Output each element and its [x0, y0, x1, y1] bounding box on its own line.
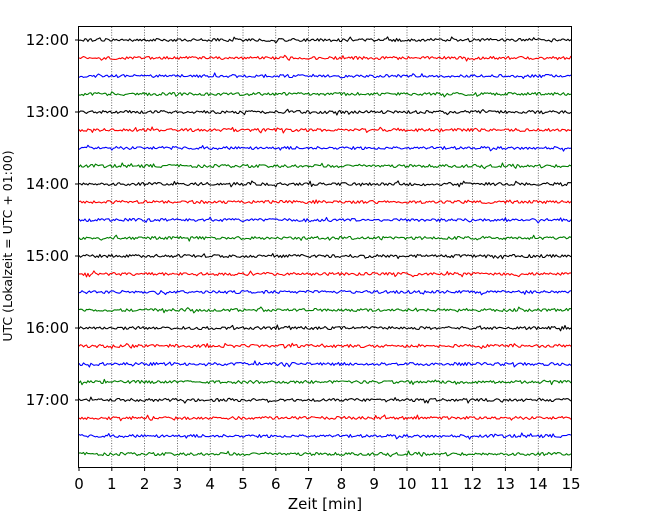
x-tick-label: 1 [107, 475, 117, 493]
x-tick-label: 14 [529, 475, 548, 493]
trace-line [78, 306, 572, 314]
trace-line [78, 324, 572, 332]
x-tick-label: 2 [140, 475, 150, 493]
trace-line [78, 342, 572, 350]
trace-line [78, 378, 572, 386]
trace-line [78, 199, 572, 205]
y-tick-label: 12:00 [26, 31, 69, 49]
y-tick-label: 15:00 [26, 247, 69, 265]
y-axis: 12:00 13:00 14:00 15:00 16:00 17:00 [26, 31, 79, 409]
x-tick-label: 0 [74, 475, 84, 493]
x-axis-label: Zeit [min] [288, 495, 362, 513]
trace-line [78, 36, 572, 44]
trace-line [78, 108, 572, 116]
y-tick-label: 16:00 [26, 319, 69, 337]
x-tick-label: 3 [173, 475, 183, 493]
x-tick-label: 6 [271, 475, 281, 493]
y-tick-label: 14:00 [26, 175, 69, 193]
trace-line [79, 91, 572, 98]
trace-line [78, 126, 572, 134]
x-tick-label: 15 [561, 475, 580, 493]
trace-line [78, 72, 572, 79]
trace-line [78, 289, 572, 296]
x-axis: 0 1 2 3 4 5 6 7 8 9 10 11 12 13 14 15 [74, 467, 581, 493]
x-tick-label: 5 [238, 475, 248, 493]
trace-line [78, 234, 572, 242]
y-tick-label: 13:00 [26, 103, 69, 121]
plot-frame [78, 26, 572, 468]
trace-line [78, 414, 572, 422]
trace-line [78, 180, 571, 188]
x-tick-label: 10 [397, 475, 416, 493]
x-tick-label: 9 [369, 475, 379, 493]
traces [78, 36, 572, 458]
trace-line [78, 162, 572, 170]
y-axis-label: UTC (Lokalzeit = UTC + 01:00) [0, 150, 15, 341]
trace-line [78, 270, 572, 278]
x-tick-label: 7 [304, 475, 314, 493]
trace-line [78, 54, 572, 62]
trace-line [78, 360, 572, 368]
x-tick-label: 11 [430, 475, 449, 493]
grid [111, 27, 539, 467]
trace-line [78, 450, 572, 458]
trace-line [78, 432, 572, 440]
trace-line [78, 144, 572, 152]
trace-line [78, 216, 572, 224]
y-tick-label: 17:00 [26, 391, 69, 409]
x-tick-label: 8 [337, 475, 347, 493]
x-tick-label: 13 [496, 475, 515, 493]
trace-line [78, 253, 572, 260]
x-tick-label: 4 [205, 475, 215, 493]
x-tick-label: 12 [463, 475, 482, 493]
trace-line [78, 396, 572, 404]
